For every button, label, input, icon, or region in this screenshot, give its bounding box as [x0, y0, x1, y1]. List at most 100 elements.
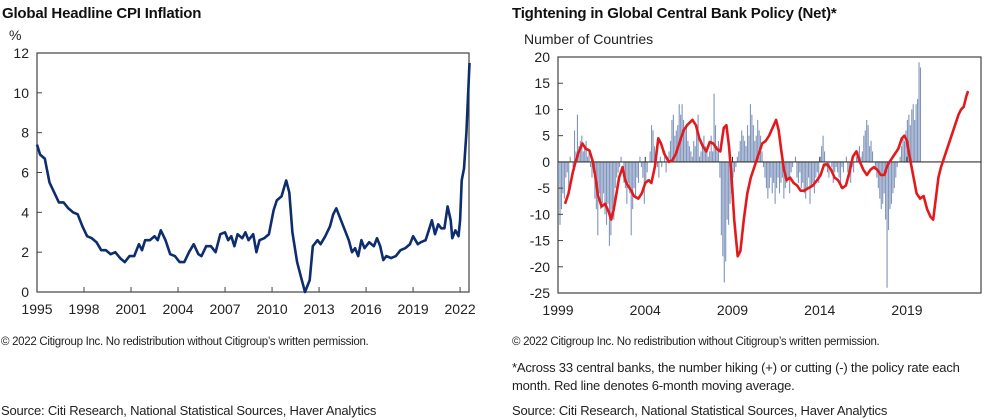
right-bar — [780, 161, 782, 183]
left-source-note: Source: Citi Research, National Statisti… — [1, 403, 377, 418]
right-bar — [768, 161, 770, 189]
right-bar — [678, 104, 680, 162]
right-bar — [636, 161, 638, 178]
right-bar — [558, 161, 560, 183]
right-bar — [774, 161, 776, 204]
right-bar — [700, 151, 702, 162]
right-bar — [733, 161, 735, 173]
right-bar — [783, 161, 785, 199]
right-bar — [640, 161, 642, 168]
right-bar — [745, 146, 747, 162]
right-bar — [588, 151, 590, 162]
right-y-tick-label: -25 — [530, 285, 550, 301]
right-bar — [661, 161, 663, 168]
right-bar — [860, 156, 862, 162]
right-source-note: Source: Citi Research, National Statisti… — [512, 403, 888, 418]
right-bar — [714, 125, 717, 162]
right-bar — [736, 156, 738, 162]
right-y-tick-label: -10 — [530, 206, 550, 222]
right-bar — [600, 161, 602, 210]
left-plot-frame — [36, 52, 470, 293]
right-bar — [889, 161, 891, 210]
right-bar — [579, 140, 581, 162]
right-bar — [629, 161, 631, 194]
right-y-tick-label: -5 — [538, 180, 551, 196]
left-chart: 0 2 4 6 8 10 12 1995 1998 2001 2004 2007 2010 2013 201… — [13, 45, 475, 317]
right-bar — [845, 156, 847, 162]
right-bar — [739, 140, 741, 162]
right-bar — [652, 130, 654, 162]
right-bar — [776, 161, 778, 189]
right-bar — [658, 161, 660, 178]
right-copyright-note: © 2022 Citigroup Inc. No redistribution … — [512, 336, 880, 348]
left-y-tick-label: 0 — [21, 284, 29, 300]
right-bar — [584, 146, 586, 162]
right-bar — [608, 161, 610, 246]
right-bar — [841, 161, 843, 168]
right-bar — [826, 161, 829, 173]
right-bar — [886, 161, 888, 288]
right-bar — [614, 161, 616, 189]
right-bar — [808, 161, 810, 178]
right-bar — [572, 161, 574, 168]
right-bar — [887, 161, 890, 231]
right-bar — [560, 161, 563, 210]
right-bar — [569, 156, 571, 162]
left-x-tick-label: 1998 — [68, 301, 99, 317]
right-bar — [824, 151, 826, 162]
right-bar — [777, 161, 779, 178]
right-bar — [732, 161, 734, 178]
right-bar — [816, 161, 818, 173]
right-bar — [672, 114, 674, 162]
right-bar — [630, 161, 632, 236]
right-bar — [559, 161, 561, 225]
right-bar — [905, 130, 907, 162]
right-bar — [709, 151, 711, 162]
right-bar — [902, 135, 904, 162]
right-y-tick-label: 5 — [542, 128, 550, 144]
right-bar — [815, 161, 817, 178]
right-bar — [735, 161, 737, 168]
right-bar — [911, 109, 913, 162]
right-bar — [698, 156, 701, 162]
right-series-line-moving-average — [563, 90, 970, 258]
left-x-tick-label: 2010 — [256, 301, 287, 317]
right-bar — [716, 146, 718, 162]
right-bar — [762, 161, 765, 168]
right-bar — [651, 125, 653, 162]
right-bar — [710, 135, 712, 162]
right-bar — [645, 161, 647, 183]
right-bar — [566, 161, 568, 173]
right-bar — [677, 125, 679, 162]
right-bar — [669, 140, 672, 162]
right-bar — [799, 161, 801, 173]
right-bar — [683, 119, 685, 162]
right-bar — [704, 146, 706, 162]
right-bar — [713, 93, 715, 162]
right-bar — [882, 161, 884, 204]
right-bar — [725, 161, 727, 262]
right-bar — [803, 161, 805, 194]
right-bar — [598, 161, 600, 194]
right-bar — [919, 67, 922, 162]
right-bar — [781, 161, 783, 178]
right-bar — [761, 151, 763, 162]
right-bar — [858, 146, 860, 162]
right-bar — [701, 146, 704, 162]
left-y-tick-label: 6 — [21, 165, 29, 181]
right-bar — [813, 161, 815, 194]
right-bar — [722, 161, 724, 257]
right-bar — [838, 161, 840, 178]
left-series-line-cpi — [35, 62, 471, 294]
right-bar — [864, 130, 866, 162]
right-bar — [786, 161, 788, 183]
right-x-tick-label: 2004 — [630, 302, 661, 318]
right-bar — [809, 161, 811, 204]
right-bar — [576, 114, 578, 162]
right-bar — [895, 161, 897, 178]
right-bar — [847, 161, 849, 173]
right-bar — [765, 161, 767, 189]
right-bar — [728, 161, 730, 225]
right-bar — [607, 161, 609, 204]
